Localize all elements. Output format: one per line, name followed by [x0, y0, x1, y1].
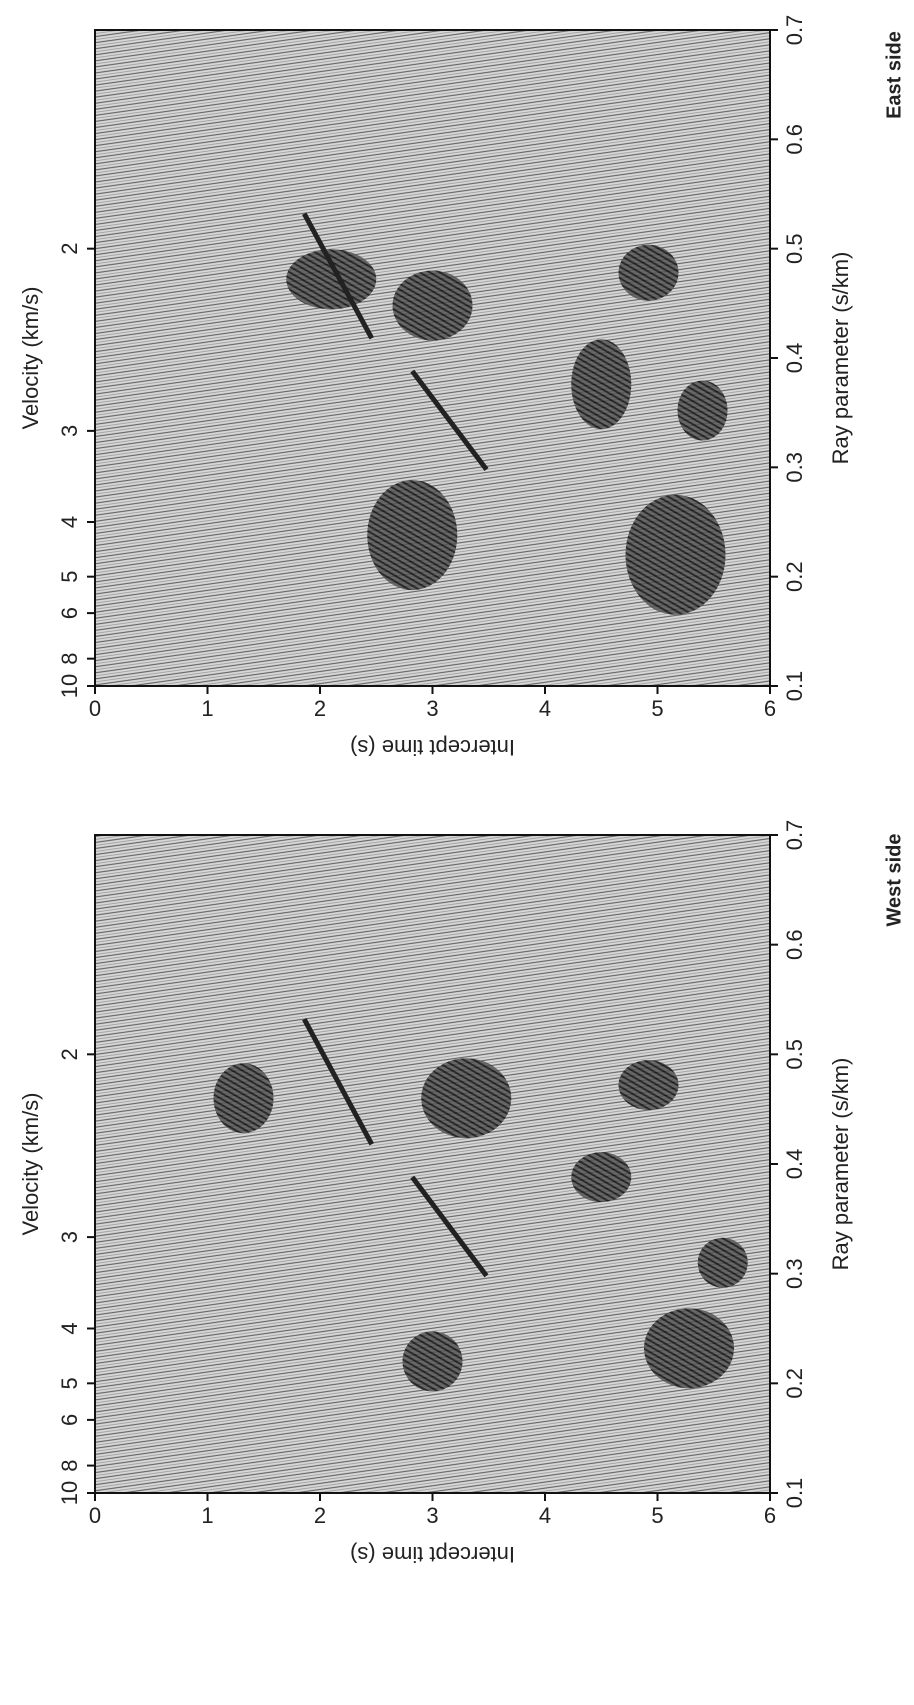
- x2-tick-label: 5: [57, 1377, 82, 1389]
- x2-tick-label: 10: [57, 1481, 82, 1505]
- x2-axis-label: Velocity (km/s): [18, 1092, 43, 1235]
- y-tick-label: 1: [201, 696, 213, 721]
- y-tick-label: 4: [539, 696, 551, 721]
- x2-tick-label: 3: [57, 1231, 82, 1243]
- x2-tick-label: 5: [57, 571, 82, 583]
- seismic-event: [421, 1058, 512, 1139]
- x-tick-label: 0.6: [782, 124, 807, 155]
- x-tick-label: 0.1: [782, 671, 807, 702]
- seismic-reflection: [302, 1018, 374, 1146]
- y-tick-label: 6: [764, 1503, 776, 1528]
- x2-tick-label: 2: [57, 1048, 82, 1060]
- x2-tick-label: 10: [57, 674, 82, 698]
- x2-tick-label: 6: [57, 1414, 82, 1426]
- seismic-event: [367, 480, 458, 591]
- y-tick-label: 2: [314, 696, 326, 721]
- seismic-event: [618, 244, 679, 301]
- x2-axis-label: Velocity (km/s): [18, 286, 43, 429]
- x2-tick-label: 4: [57, 516, 82, 528]
- x2-tick-label: 3: [57, 425, 82, 437]
- x-axis-label: Ray parameter (s/km): [828, 252, 853, 465]
- x-axis-label: Ray parameter (s/km): [828, 1058, 853, 1271]
- seismic-reflection: [410, 369, 489, 472]
- y-tick-label: 4: [539, 1503, 551, 1528]
- x-tick-label: 0.3: [782, 452, 807, 483]
- x-tick-label: 0.1: [782, 1478, 807, 1509]
- x-tick-label: 0.5: [782, 1039, 807, 1070]
- y-tick-label: 6: [764, 696, 776, 721]
- seismic-event: [571, 339, 632, 430]
- x-tick-label: 0.2: [782, 1368, 807, 1399]
- seismic-event: [213, 1063, 274, 1134]
- seismic-reflection: [302, 212, 374, 340]
- x-tick-label: 0.3: [782, 1258, 807, 1289]
- x-tick-label: 0.7: [782, 15, 807, 46]
- y-tick-label: 1: [201, 1503, 213, 1528]
- seismic-event: [644, 1308, 734, 1389]
- y-tick-label: 2: [314, 1503, 326, 1528]
- seismic-event: [286, 249, 377, 310]
- y-axis-label: Intercept time (s): [350, 1542, 515, 1567]
- x-tick-label: 0.2: [782, 561, 807, 592]
- seismic-image: [95, 835, 770, 1493]
- panel-title: West side: [883, 834, 905, 927]
- seismic-event: [697, 1237, 748, 1288]
- y-axis-label: Intercept time (s): [350, 735, 515, 760]
- y-tick-label: 5: [651, 1503, 663, 1528]
- seismic-event: [392, 270, 473, 341]
- y-tick-label: 0: [89, 696, 101, 721]
- x-tick-label: 0.5: [782, 233, 807, 264]
- x-tick-label: 0.6: [782, 929, 807, 960]
- seismic-reflection: [410, 1175, 489, 1278]
- x-tick-label: 0.7: [782, 820, 807, 851]
- x2-tick-label: 8: [57, 653, 82, 665]
- x2-tick-label: 8: [57, 1459, 82, 1471]
- seismic-event: [571, 1152, 632, 1203]
- y-tick-label: 3: [426, 1503, 438, 1528]
- seismic-event: [625, 494, 726, 615]
- seismic-event: [677, 380, 728, 441]
- seismic-event: [402, 1331, 463, 1392]
- x2-tick-label: 2: [57, 243, 82, 255]
- x2-tick-label: 4: [57, 1322, 82, 1334]
- x-tick-label: 0.4: [782, 1149, 807, 1180]
- y-tick-label: 5: [651, 696, 663, 721]
- y-tick-label: 3: [426, 696, 438, 721]
- y-tick-label: 0: [89, 1503, 101, 1528]
- panel-title: East side: [883, 31, 905, 119]
- x-tick-label: 0.4: [782, 343, 807, 374]
- x2-tick-label: 6: [57, 607, 82, 619]
- seismic-event: [618, 1060, 679, 1111]
